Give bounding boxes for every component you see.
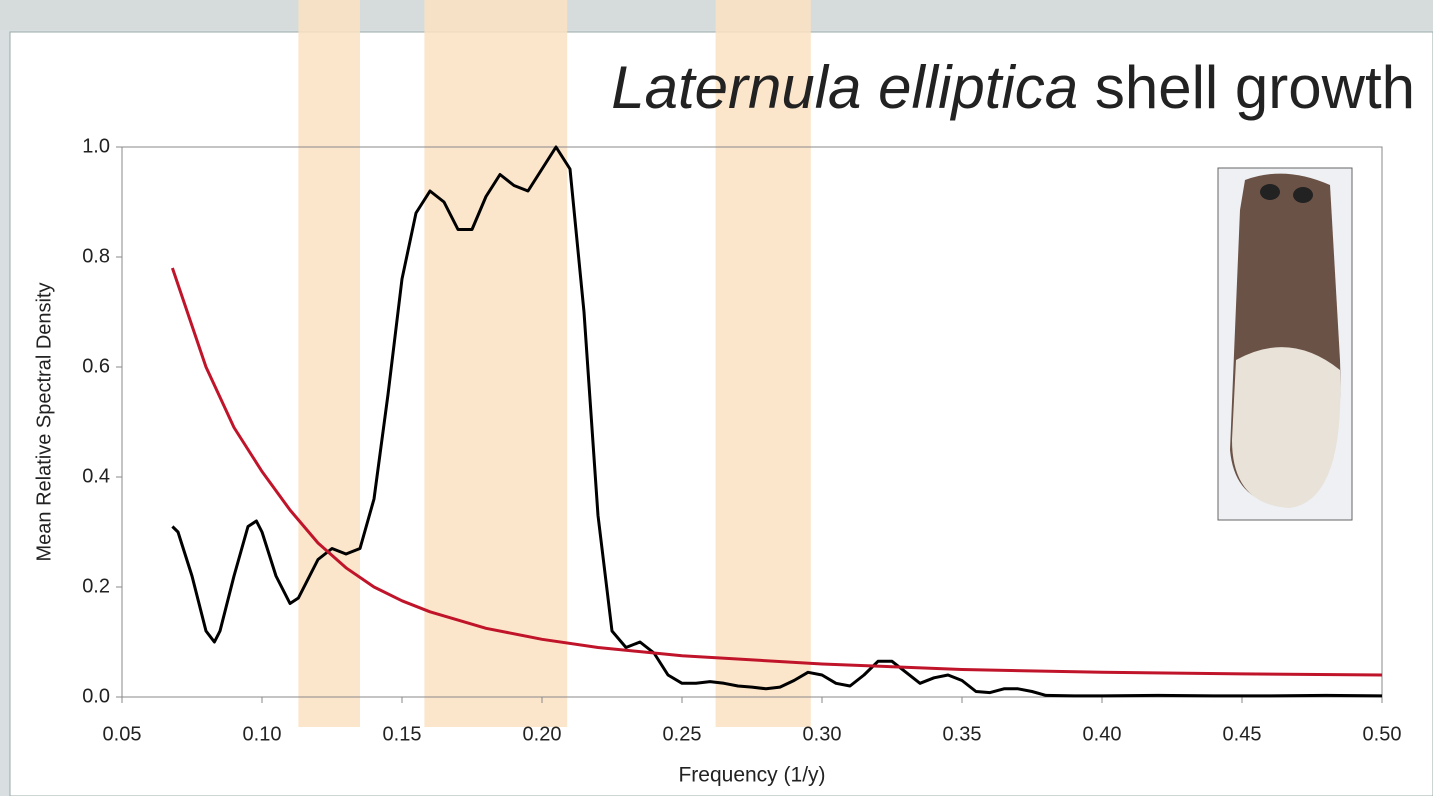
y-tick-label: 0.2: [82, 575, 110, 597]
siphon: [1260, 184, 1280, 200]
title-text: shell growth: [1095, 54, 1415, 121]
plot-frame: [121, 146, 1383, 698]
x-tick-label: 0.05: [103, 723, 142, 745]
y-axis-label: Mean Relative Spectral Density: [33, 282, 55, 561]
y-tick-label: 1.0: [82, 135, 110, 157]
shell-light: [1232, 347, 1341, 508]
highlight-band: [424, 0, 568, 727]
y-tick-label: 0.6: [82, 355, 110, 377]
x-tick-label: 0.25: [663, 723, 702, 745]
x-tick-label: 0.35: [943, 723, 982, 745]
series-line: [171, 145, 1383, 698]
title-species: Laternula elliptica: [611, 54, 1078, 121]
x-tick-label: 0.15: [383, 723, 422, 745]
y-tick-label: 0.4: [82, 465, 110, 487]
siphon: [1293, 187, 1313, 203]
chart-title: Laternula elliptica shell growth: [611, 54, 1415, 121]
x-tick-label: 0.45: [1223, 723, 1262, 745]
x-tick-label: 0.40: [1083, 723, 1122, 745]
x-tick-label: 0.30: [803, 723, 842, 745]
y-tick-label: 0.0: [82, 685, 110, 707]
x-tick-label: 0.20: [523, 723, 562, 745]
highlight-band: [298, 0, 360, 727]
x-tick-label: 0.50: [1363, 723, 1402, 745]
inset-photo: [1217, 167, 1353, 521]
y-tick-label: 0.8: [82, 245, 110, 267]
x-axis-label: Frequency (1/y): [678, 764, 825, 787]
x-tick-label: 0.10: [243, 723, 282, 745]
highlight-band: [715, 0, 811, 727]
series-line: [170, 267, 1383, 677]
